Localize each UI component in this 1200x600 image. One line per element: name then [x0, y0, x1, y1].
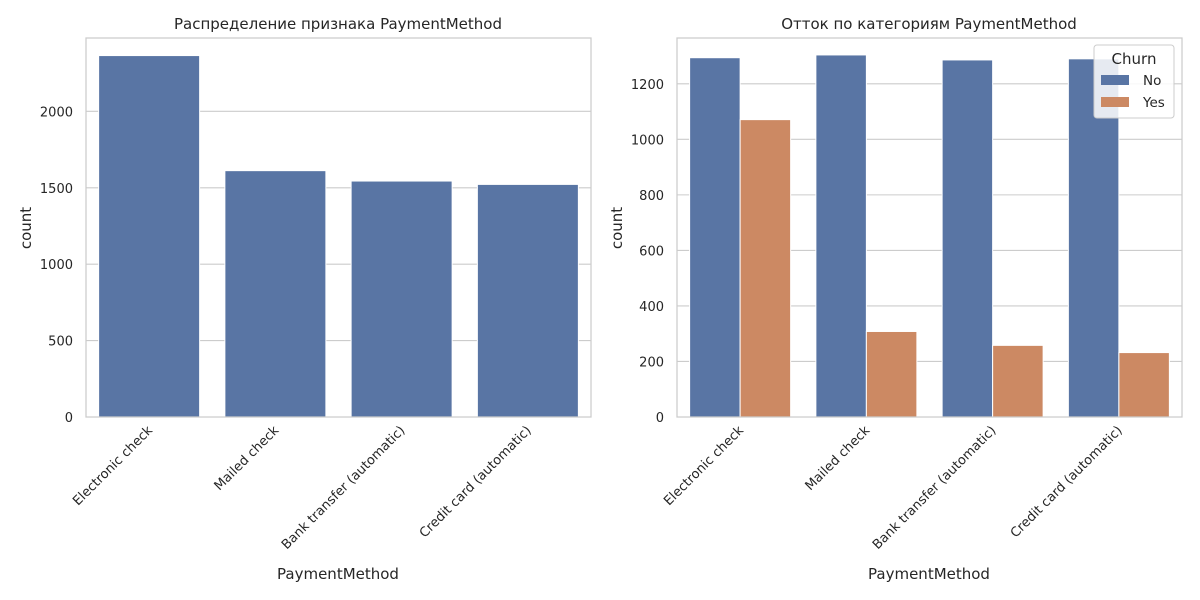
x-tick-label: Mailed check — [803, 423, 874, 494]
x-tick-label: Bank transfer (automatic) — [870, 423, 1000, 553]
y-tick-label: 500 — [48, 335, 73, 350]
y-tick-label: 1500 — [40, 182, 73, 197]
chart-title: Распределение признака PaymentMethod — [174, 15, 502, 33]
bar-bank-transfer-automatic — [350, 180, 453, 418]
bar-electronic-check — [98, 55, 201, 418]
bar-mailed-check-yes — [865, 330, 918, 418]
y-tick-label: 200 — [639, 355, 664, 370]
x-tick-label: Bank transfer (automatic) — [279, 423, 409, 553]
y-axis-label: count — [608, 207, 626, 249]
y-axis-label: count — [17, 207, 35, 249]
y-tick-label: 0 — [656, 411, 664, 426]
bar-electronic-check-yes — [739, 119, 792, 418]
plot-frame — [85, 37, 592, 418]
bar-bank-transfer-automatic-yes — [992, 344, 1044, 418]
x-tick-label: Electronic check — [661, 423, 747, 509]
chart-churn-by-payment: Отток по категориям PaymentMethod 0 200 40… — [608, 15, 1183, 583]
bar-electronic-check-no — [689, 57, 741, 418]
x-tick-label: Credit card (automatic) — [417, 423, 535, 541]
y-tick-label: 1000 — [631, 133, 664, 148]
chart-title: Отток по категориям PaymentMethod — [781, 15, 1077, 33]
x-tick-label: Credit card (automatic) — [1008, 423, 1126, 541]
y-tick-label: 0 — [65, 411, 73, 426]
x-tick-label: Mailed check — [212, 423, 283, 494]
y-tick-label: 600 — [639, 244, 664, 259]
legend-swatch-yes — [1101, 97, 1129, 107]
bar-mailed-check — [224, 170, 327, 418]
y-tick-label: 1200 — [631, 78, 664, 93]
bar-credit-card-automatic-yes — [1118, 352, 1170, 418]
legend-label-no: No — [1143, 73, 1161, 89]
y-tick-label: 1000 — [40, 258, 73, 273]
y-tick-label: 400 — [639, 300, 664, 315]
x-tick-label: Electronic check — [70, 423, 156, 509]
chart-payment-distribution: Распределение признака PaymentMethod 0 50… — [17, 15, 592, 583]
legend-swatch-no — [1101, 75, 1129, 85]
x-axis-label: PaymentMethod — [277, 565, 399, 583]
legend: Churn No Yes — [1093, 44, 1175, 119]
bar-mailed-check-no — [815, 54, 867, 418]
legend-label-yes: Yes — [1142, 95, 1165, 111]
bar-credit-card-automatic — [476, 183, 579, 418]
plot-frame — [676, 37, 1183, 418]
legend-title: Churn — [1112, 50, 1157, 68]
y-tick-label: 800 — [639, 189, 664, 204]
x-axis-label: PaymentMethod — [868, 565, 990, 583]
bar-bank-transfer-automatic-no — [941, 59, 994, 418]
y-tick-label: 2000 — [40, 105, 73, 120]
